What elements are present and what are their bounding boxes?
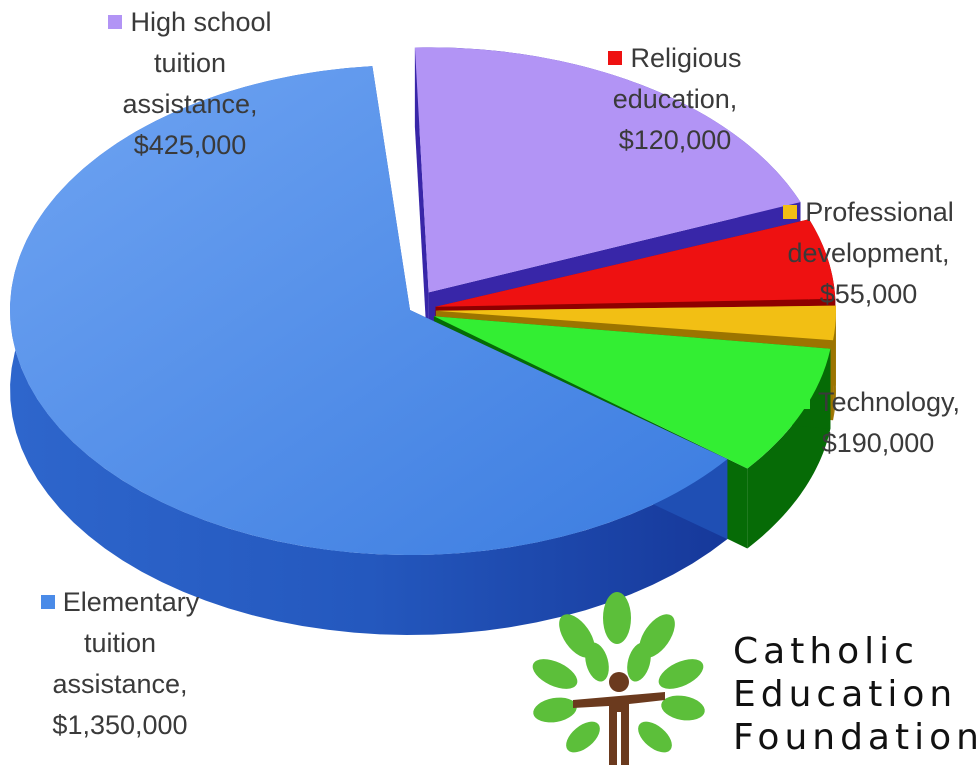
label-technology: Technology, $190,000	[778, 382, 978, 464]
label-religious-value: $120,000	[618, 125, 732, 155]
label-religious-line2: education,	[612, 84, 738, 114]
slice-high-school	[414, 47, 801, 293]
legend-swatch-high-school	[108, 15, 123, 29]
slice-elementary	[9, 66, 728, 555]
label-professional-value: $55,000	[819, 279, 918, 309]
slice-religious	[435, 219, 836, 307]
slice-technology	[433, 316, 831, 469]
label-elementary-line1: Elementary	[62, 587, 200, 617]
label-religious: Religious education, $120,000	[575, 38, 775, 161]
legend-swatch-elementary	[40, 595, 55, 609]
label-elementary-value: $1,350,000	[52, 710, 188, 740]
label-professional-line2: development,	[787, 238, 950, 268]
logo-line2: Education	[733, 674, 958, 715]
logo-wordmark: Catholic Education Foundation	[733, 630, 979, 759]
label-technology-value: $190,000	[821, 428, 935, 458]
logo-line1: Catholic	[733, 631, 919, 672]
label-elementary-line3: assistance,	[52, 669, 188, 699]
label-high-school-value: $425,000	[133, 130, 247, 160]
label-elementary-line2: tuition	[83, 628, 157, 658]
label-professional-line1: Professional	[805, 197, 954, 227]
legend-swatch-technology	[795, 395, 810, 409]
label-high-school-line3: assistance,	[122, 89, 258, 119]
slice-professional	[435, 305, 836, 341]
label-technology-line1: Technology,	[817, 387, 961, 417]
catholic-education-foundation-logo: Catholic Education Foundation	[525, 592, 979, 765]
label-professional: Professional development, $55,000	[758, 192, 979, 315]
logo-line3: Foundation	[733, 717, 979, 758]
label-elementary: Elementary tuition assistance, $1,350,00…	[0, 582, 240, 746]
tree-figure-icon	[532, 592, 705, 765]
label-high-school-line1: High school	[130, 7, 272, 37]
slice-wall-a-high-school	[414, 47, 429, 373]
legend-swatch-religious	[608, 51, 623, 65]
label-high-school-line2: tuition	[153, 48, 227, 78]
legend-swatch-professional	[783, 205, 798, 219]
slice-side-technology	[747, 348, 831, 549]
label-religious-line1: Religious	[630, 43, 742, 73]
slice-side-elementary	[10, 66, 728, 635]
label-high-school: High school tuition assistance, $425,000	[60, 2, 320, 166]
